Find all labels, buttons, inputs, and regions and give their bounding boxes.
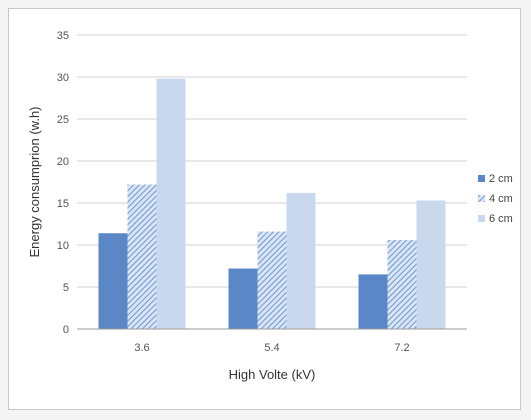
- bar-6cm-5.4: [286, 192, 316, 329]
- bar-2cm-7.2: [358, 274, 388, 329]
- legend-label: 2 cm: [489, 173, 513, 185]
- bar-4cm-5.4: [257, 231, 287, 329]
- chart-frame: 0 5 10 15 20 25 30 35 3.6 5.4 7.2 Energy consumpr…: [8, 8, 521, 410]
- y-tick-label: 10: [57, 240, 69, 252]
- y-axis-ticks: 0 5 10 15 20 25 30 35: [57, 30, 69, 336]
- bar-chart: 0 5 10 15 20 25 30 35 3.6 5.4 7.2 Energy consumpr…: [27, 30, 513, 382]
- y-tick-label: 15: [57, 198, 69, 210]
- y-tick-label: 0: [63, 324, 69, 336]
- x-tick-label: 7.2: [394, 342, 409, 354]
- legend-label: 4 cm: [489, 193, 513, 205]
- bar-4cm-3.6: [127, 184, 157, 329]
- x-axis-title: High Volte (kV): [229, 367, 316, 382]
- bars: [98, 78, 446, 330]
- bar-2cm-5.4: [228, 268, 258, 329]
- y-tick-label: 30: [57, 72, 69, 84]
- y-tick-label: 35: [57, 30, 69, 42]
- y-tick-label: 25: [57, 114, 69, 126]
- bar-6cm-7.2: [416, 200, 446, 329]
- y-axis-title: Energy consumprion (w.h): [27, 106, 42, 257]
- legend: 2 cm 4 cm 6 cm: [478, 173, 513, 225]
- x-tick-label: 3.6: [134, 342, 149, 354]
- bar-4cm-7.2: [387, 239, 417, 329]
- bar-2cm-3.6: [98, 233, 128, 329]
- y-tick-label: 20: [57, 156, 69, 168]
- x-axis-ticks: 3.6 5.4 7.2: [134, 342, 409, 354]
- x-tick-label: 5.4: [264, 342, 279, 354]
- legend-swatch: [478, 215, 485, 222]
- legend-swatch: [478, 195, 485, 202]
- legend-swatch: [478, 175, 485, 182]
- bar-6cm-3.6: [156, 78, 186, 330]
- y-tick-label: 5: [63, 282, 69, 294]
- legend-label: 6 cm: [489, 213, 513, 225]
